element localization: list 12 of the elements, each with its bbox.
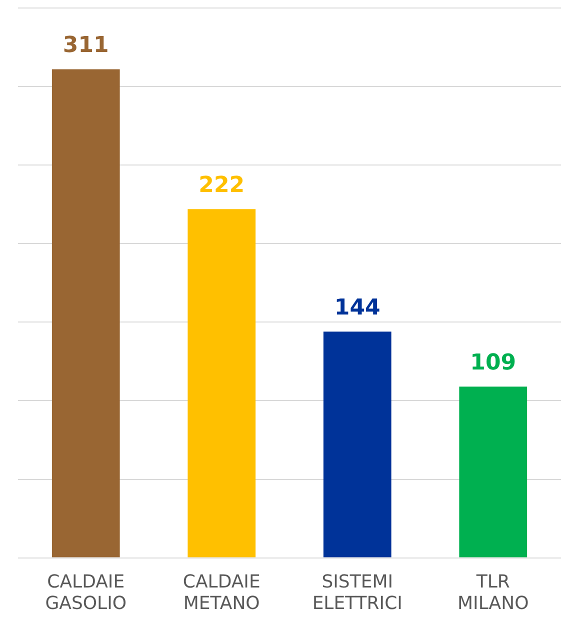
x-tick-label: CALDAIE METANO <box>182 571 260 614</box>
x-tick-label: CALDAIE GASOLIO <box>45 571 127 614</box>
bar <box>52 69 120 558</box>
data-label: 222 <box>198 172 245 198</box>
bar <box>323 332 392 558</box>
x-tick-label: TLR MILANO <box>458 571 529 614</box>
data-label: 144 <box>334 295 380 320</box>
bar <box>188 209 256 558</box>
data-label: 109 <box>470 350 516 376</box>
bar <box>459 386 528 558</box>
x-tick-label: SISTEMI ELETTRICI <box>312 571 402 614</box>
data-label: 311 <box>62 32 109 58</box>
